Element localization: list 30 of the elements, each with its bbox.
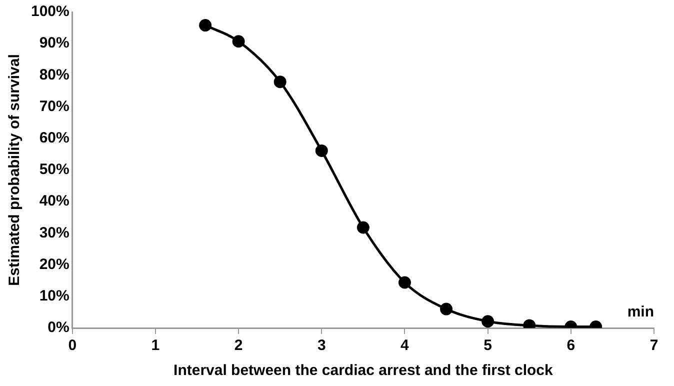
y-axis-title: Estimated probability of survival — [6, 54, 24, 286]
y-tick-label: 30% — [39, 224, 70, 242]
y-tick-label: 10% — [39, 288, 70, 305]
x-tick-label: 2 — [234, 337, 243, 354]
point — [274, 76, 286, 88]
point — [356, 221, 370, 234]
annotation: min — [627, 304, 654, 321]
y-tick-label: 50% — [39, 161, 70, 178]
x-tick-label: 1 — [151, 337, 160, 354]
point — [232, 35, 245, 48]
y-tick-label: 80% — [39, 66, 70, 84]
x-axis-title: Interval between the cardiac arrest and the first clock — [174, 362, 554, 380]
point — [398, 276, 411, 289]
x-tick-label: 6 — [566, 337, 576, 354]
y-tick-label: 60% — [39, 130, 70, 147]
point — [199, 19, 212, 32]
y-tick-label: 20% — [39, 256, 70, 273]
y-tick-label: 0% — [48, 319, 70, 336]
x-tick-label: 0 — [68, 337, 77, 354]
point — [440, 302, 453, 316]
y-tick-label: 40% — [39, 192, 70, 210]
point — [315, 144, 328, 157]
y-tick-label: 90% — [39, 34, 70, 52]
x-tick-label: 7 — [650, 337, 658, 354]
x-tick-label: 4 — [400, 337, 410, 354]
x-tick-label: 3 — [317, 337, 326, 354]
x-tick-label: 5 — [484, 337, 492, 354]
y-tick-label: 70% — [39, 98, 70, 115]
point — [482, 315, 494, 328]
y-tick-label: 100% — [30, 3, 70, 20]
